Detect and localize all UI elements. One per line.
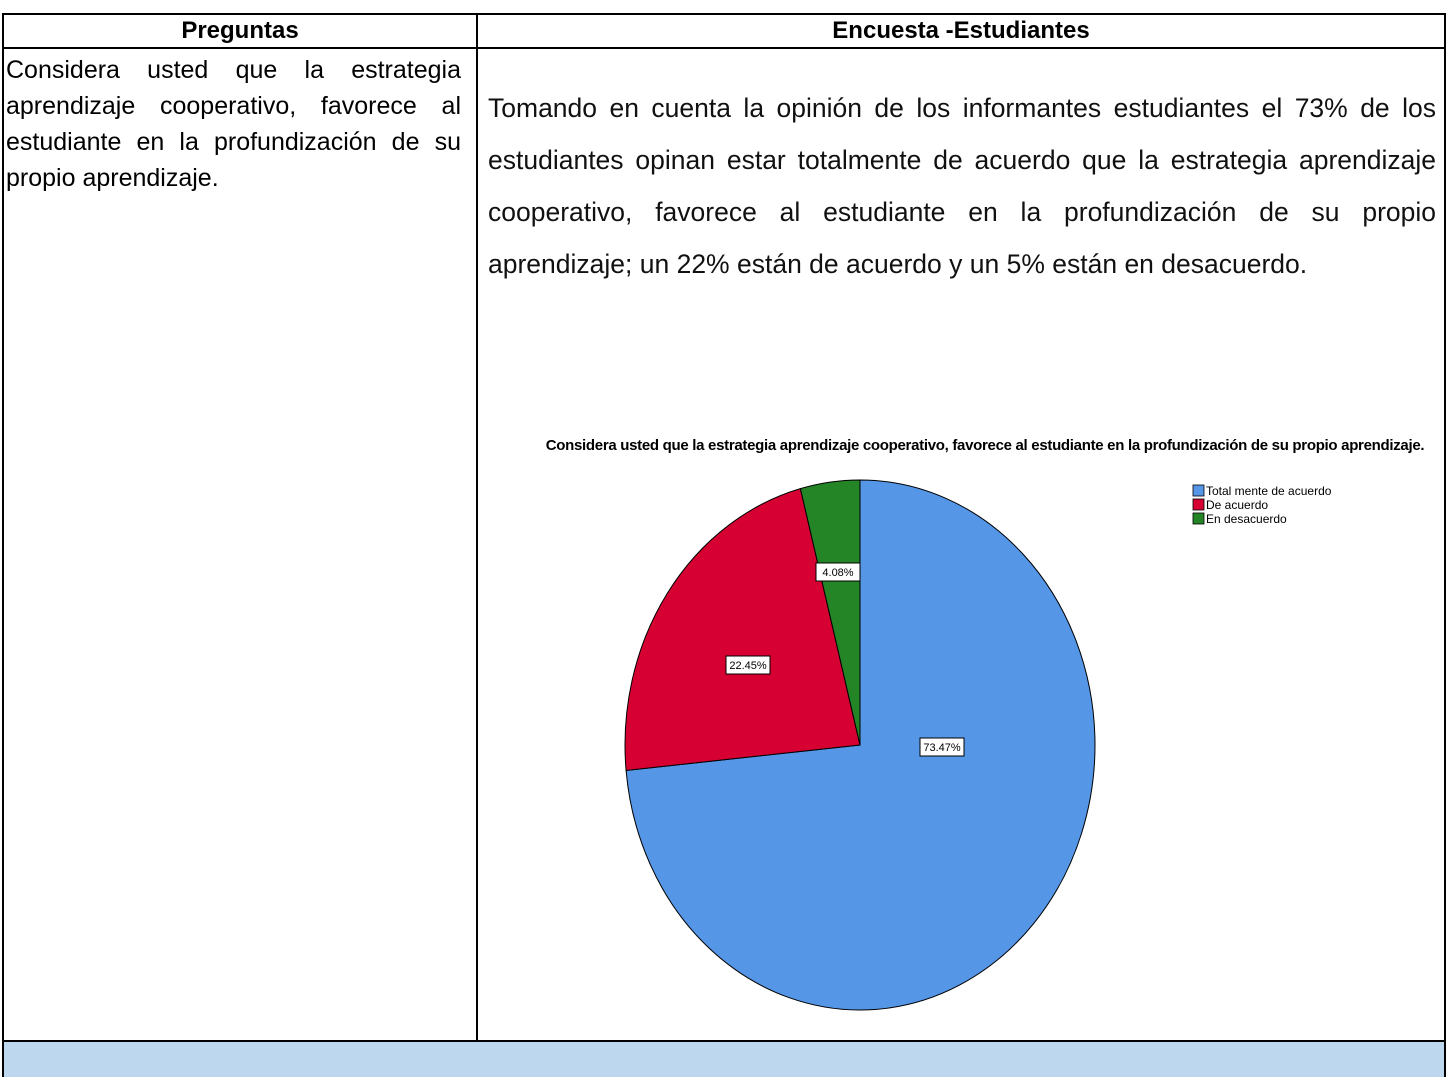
question: Considera usted que la estrategia aprend… <box>6 56 461 192</box>
legend-swatch <box>1192 498 1205 511</box>
chart-title: Considera usted que la estrategia aprend… <box>545 437 1425 454</box>
data-label: 4.08% <box>822 567 853 579</box>
label-box <box>725 655 771 675</box>
legend-swatch <box>1192 484 1205 497</box>
header-cell: Encuesta -Estudiantes <box>832 17 1090 44</box>
label-box <box>919 737 965 757</box>
header-cell: Preguntas <box>181 17 299 44</box>
pie-slice <box>625 479 1096 1011</box>
data-label: 22.45% <box>729 660 767 672</box>
legend-label: Total mente de acuerdo <box>1206 484 1332 498</box>
label-box <box>815 562 861 582</box>
pie-slice <box>799 479 861 746</box>
legend-label: En desacuerdo <box>1206 512 1287 526</box>
empty-row <box>2 1040 1446 1077</box>
legend-label: De acuerdo <box>1206 498 1268 512</box>
answer: Tomando en cuenta la opinión de los info… <box>488 93 1436 279</box>
row-border <box>2 47 1446 49</box>
table <box>2 13 1446 1077</box>
data-label: 73.47% <box>923 742 961 754</box>
legend-swatch <box>1192 512 1205 525</box>
column-border <box>476 13 478 1041</box>
pie-slice <box>624 488 861 771</box>
